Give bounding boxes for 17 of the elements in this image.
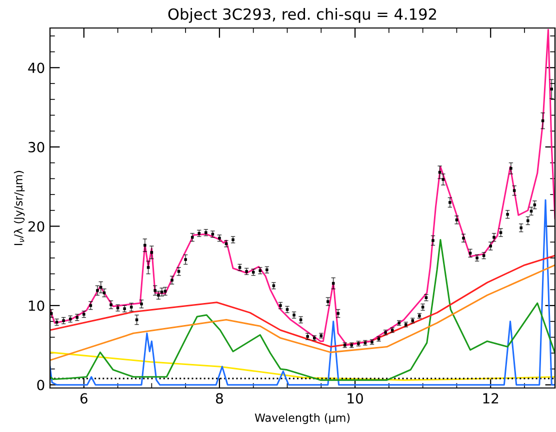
- y-tick-label: 40: [28, 62, 44, 74]
- y-tick-label: 30: [28, 142, 44, 152]
- line-series: [50, 199, 555, 386]
- y-tick-label: 0: [37, 380, 44, 390]
- y-axis-title: I$_{ν}$/λ (Jy/sr/μm): [14, 170, 25, 246]
- chart-title: Object 3C293, red. chi-squ = 4.192: [168, 8, 436, 23]
- line-series: [50, 254, 555, 348]
- x-tick-label: 12: [483, 393, 498, 404]
- line-series: [50, 352, 555, 381]
- x-axis-title: Wavelength (μm): [254, 413, 350, 424]
- line-series: [50, 238, 555, 381]
- x-tick-label: 10: [348, 393, 363, 404]
- line-series: [50, 264, 555, 362]
- y-tick-label: 20: [28, 221, 44, 232]
- x-tick-label: 6: [80, 393, 88, 404]
- x-tick-label: 8: [216, 393, 223, 404]
- y-tick-label: 10: [28, 300, 44, 312]
